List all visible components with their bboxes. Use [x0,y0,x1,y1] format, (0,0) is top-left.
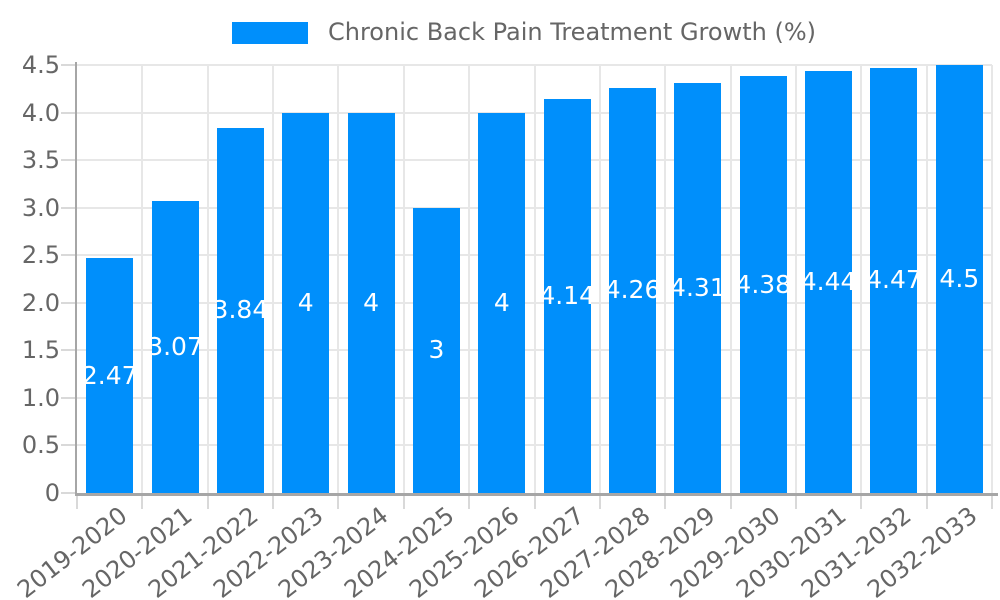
y-axis-tick [61,444,76,447]
bar-value-label: 2.47 [81,360,138,390]
y-axis-label: 0.5 [21,431,60,460]
y-axis-tick [61,301,76,304]
bar-value-label: 4.14 [539,281,596,311]
x-axis-tick [860,495,863,509]
x-axis-tick [794,495,797,509]
bar-value-label: 4.47 [866,265,922,295]
x-axis-tick [468,495,471,509]
x-axis-tick [337,495,340,509]
x-axis-tick [206,495,209,509]
x-axis-tick [402,495,405,509]
y-axis-line [75,62,77,493]
bar[interactable] [805,70,853,493]
y-axis-tick [61,64,76,66]
bar-value-label: 4.44 [800,266,857,296]
x-gridline [206,65,209,493]
y-axis-label: 2.0 [21,288,60,317]
y-axis-tick [61,111,76,114]
x-gridline [141,65,144,493]
x-axis-tick [141,495,144,509]
bar-value-label: 4.5 [939,264,980,293]
x-axis-tick [729,495,732,509]
x-axis-line [75,493,998,496]
x-axis-tick [272,495,275,509]
bar-value-label: 3.07 [147,332,203,361]
x-axis-tick [598,495,601,509]
bar-value-label: 4 [363,287,380,317]
bar[interactable] [151,201,199,493]
y-axis-label: 1.5 [21,336,60,365]
bar-value-label: 4.31 [670,273,726,303]
x-gridline [794,65,797,493]
bar-value-label: 4 [297,287,314,317]
x-gridline [991,65,993,493]
x-gridline [272,65,275,493]
y-axis-label: 3.5 [21,146,60,175]
bar[interactable] [870,67,918,493]
legend-series-label[interactable]: Chronic Back Pain Treatment Growth (%) [328,18,816,46]
bar-value-label: 3 [428,335,445,365]
bar-value-label: 3.84 [212,295,269,325]
y-axis-tick [61,349,76,352]
bar[interactable] [216,127,264,493]
y-axis-label: 4.5 [21,51,60,79]
x-gridline [925,65,928,493]
x-gridline [860,65,863,493]
y-axis-label: 4.0 [21,98,60,127]
bar[interactable] [282,112,330,493]
y-axis-label: 1.0 [21,383,60,412]
y-axis-label: 2.5 [21,241,60,270]
y-axis-tick [61,206,76,209]
x-gridline [337,65,340,493]
y-axis-tick [61,492,76,494]
bar-value-label: 4.38 [735,269,792,299]
bar[interactable] [412,207,460,493]
x-gridline [598,65,601,493]
x-axis-tick [925,495,928,509]
bar[interactable] [478,112,526,493]
bar-value-label: 4 [493,287,510,317]
bar-value-label: 4.26 [604,275,661,305]
x-gridline [533,65,536,493]
y-axis-label: 0 [44,479,60,507]
bar[interactable] [543,99,591,493]
bar[interactable] [86,258,134,493]
x-axis-tick [533,495,536,509]
x-gridline [729,65,732,493]
bar[interactable] [674,83,722,493]
bar[interactable] [347,112,395,493]
x-gridline [468,65,471,493]
x-axis-tick [76,495,78,509]
x-gridline [402,65,405,493]
bar[interactable] [609,87,657,493]
y-axis-tick [61,159,76,162]
bar[interactable] [739,76,787,493]
x-axis-tick [991,495,993,509]
y-axis-tick [61,254,76,257]
x-axis-tick [664,495,667,509]
y-axis-label: 3.0 [21,193,60,222]
x-gridline [664,65,667,493]
legend-marker-swatch[interactable] [232,22,308,44]
y-axis-tick [61,396,76,399]
bar[interactable] [935,65,983,493]
